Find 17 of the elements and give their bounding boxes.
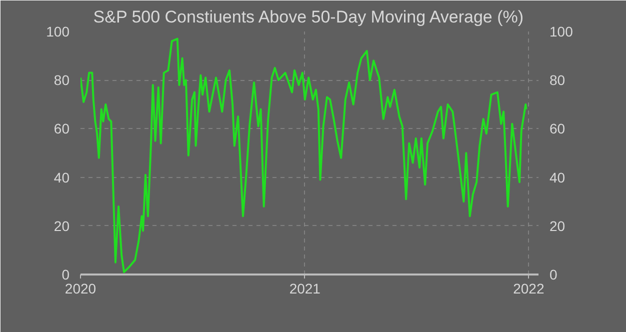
line-series <box>80 38 528 274</box>
y-tick-label: 100 <box>46 24 70 40</box>
y-tick-label: 80 <box>54 72 70 88</box>
y-tick-label: 40 <box>54 169 70 186</box>
chart-title: S&P 500 Constiuents Above 50-Day Moving Average (%) <box>93 8 524 26</box>
x-tick-label: 2021 <box>289 280 321 296</box>
x-tick-label: 2020 <box>64 280 96 296</box>
y2-tick-label: 40 <box>550 169 566 186</box>
y2-tick-label: 80 <box>550 72 566 88</box>
x-tick-label: 2022 <box>513 280 544 296</box>
y2-tick-label: 20 <box>550 218 566 234</box>
y-tick-label: 0 <box>62 266 70 282</box>
y2-tick-label: 60 <box>550 120 566 137</box>
y2-tick-label: 0 <box>550 266 558 282</box>
y-tick-label: 60 <box>54 120 70 137</box>
y-tick-label: 20 <box>54 218 70 234</box>
y2-tick-label: 100 <box>550 24 574 40</box>
